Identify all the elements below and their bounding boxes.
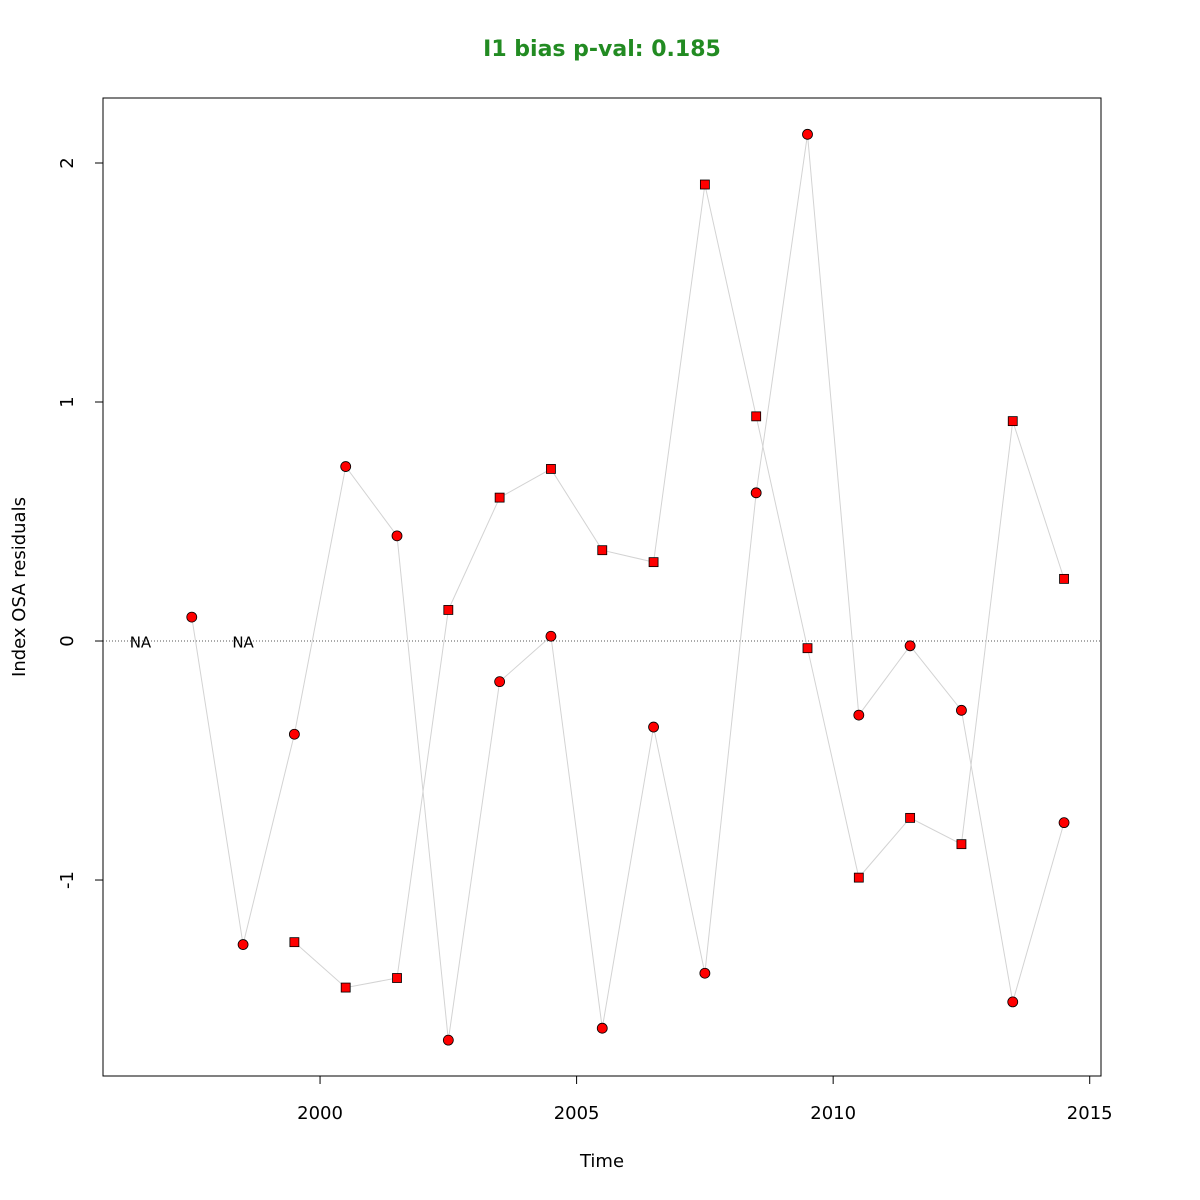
x-tick-label: 2010 [810, 1103, 856, 1124]
plot-frame [102, 97, 1102, 1077]
square-point [289, 937, 300, 948]
square-point [1059, 573, 1069, 584]
circle-point [391, 530, 403, 542]
circle-point [1007, 996, 1019, 1008]
square-point [494, 492, 505, 503]
square-point [443, 605, 454, 615]
square-point [956, 839, 967, 850]
y-tick-label: -1 [57, 871, 78, 889]
chart-title: I1 bias p-val: 0.185 [483, 37, 721, 62]
circle-point [186, 611, 198, 623]
square-point [1007, 416, 1018, 427]
x-tick-label: 2000 [297, 1103, 343, 1124]
square-point [392, 973, 402, 983]
square-point [853, 872, 864, 883]
circle-point [802, 128, 813, 140]
square-point [340, 982, 351, 993]
na-label: NA [232, 634, 254, 652]
square-point [699, 179, 710, 190]
y-tick-label: 1 [57, 396, 78, 407]
square-point [905, 812, 916, 823]
circle-point [340, 461, 352, 472]
square-point [597, 545, 608, 556]
circle-point [750, 487, 762, 499]
square-point [751, 411, 762, 422]
na-label: NA [130, 634, 152, 652]
circle-point [853, 709, 865, 721]
square-point [802, 643, 813, 654]
circle-point [699, 967, 711, 979]
square-point [546, 464, 556, 474]
y-tick-label: 0 [57, 635, 78, 646]
circle-point [442, 1034, 454, 1046]
y-tick-label: 2 [57, 157, 78, 168]
circle-point [545, 630, 557, 642]
circle-point [494, 676, 506, 688]
circle-point [596, 1022, 608, 1034]
x-tick-label: 2015 [1067, 1103, 1113, 1124]
x-tick-label: 2005 [554, 1103, 600, 1124]
circle-point [1058, 817, 1070, 829]
series-line [191, 134, 1065, 1041]
circle-point [956, 704, 967, 716]
circle-point [237, 939, 249, 950]
x-axis-label: Time [579, 1151, 624, 1172]
series-line [294, 184, 1065, 989]
circle-point [904, 640, 916, 652]
circle-point [288, 728, 300, 740]
circle-point [648, 721, 659, 733]
y-axis-label: Index OSA residuals [9, 497, 30, 677]
square-point [648, 557, 659, 568]
